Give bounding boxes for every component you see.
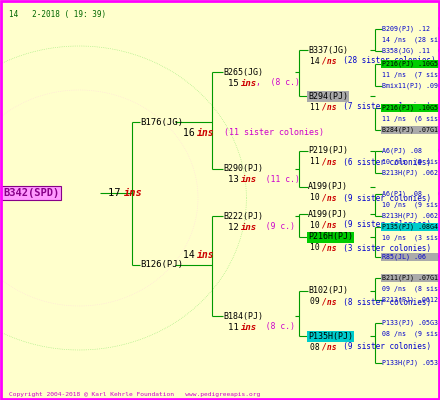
Text: (9 sister colonies): (9 sister colonies) bbox=[334, 342, 431, 352]
Text: ,  (8 c.): , (8 c.) bbox=[256, 78, 300, 88]
Text: 11 /ns  (6 sister colonies): 11 /ns (6 sister colonies) bbox=[382, 116, 440, 122]
Text: B102(PJ): B102(PJ) bbox=[308, 286, 348, 296]
Text: 14   2-2018 ( 19: 39): 14 2-2018 ( 19: 39) bbox=[9, 10, 106, 19]
Text: ins: ins bbox=[241, 176, 257, 184]
Text: R85(JL) .06   G3 -PrimRed01: R85(JL) .06 G3 -PrimRed01 bbox=[382, 254, 440, 260]
Text: (8 sister colonies): (8 sister colonies) bbox=[334, 298, 431, 306]
Text: 08 /ns  (9 sister colonies): 08 /ns (9 sister colonies) bbox=[382, 331, 440, 337]
Text: A6(PJ) .08    G6 -Cankiri97Q: A6(PJ) .08 G6 -Cankiri97Q bbox=[382, 148, 440, 154]
Text: 10 /ns  (9 sister colonies): 10 /ns (9 sister colonies) bbox=[382, 202, 440, 208]
Text: 11: 11 bbox=[228, 322, 244, 332]
Text: B213(PJ) .0612 -SinopEgg86R: B213(PJ) .0612 -SinopEgg86R bbox=[382, 297, 440, 303]
Text: 08: 08 bbox=[310, 342, 325, 352]
Text: (9 sister colonies): (9 sister colonies) bbox=[334, 194, 431, 202]
Text: 09: 09 bbox=[310, 298, 325, 306]
Text: P135(PJ) .08G4 -PrimGreen00: P135(PJ) .08G4 -PrimGreen00 bbox=[382, 224, 440, 230]
Text: B209(PJ) .12  G8 -Cankiri97Q: B209(PJ) .12 G8 -Cankiri97Q bbox=[382, 26, 440, 32]
Text: /ns: /ns bbox=[322, 158, 337, 166]
Text: 10 /ns  (3 sister colonies): 10 /ns (3 sister colonies) bbox=[382, 235, 440, 241]
Text: B211(PJ) .07G15 -AthosS80R: B211(PJ) .07G15 -AthosS80R bbox=[382, 275, 440, 281]
Text: (11 sister colonies): (11 sister colonies) bbox=[214, 128, 324, 138]
Text: B284(PJ) .07G14 -AthosS80R: B284(PJ) .07G14 -AthosS80R bbox=[382, 127, 440, 133]
Text: P216H(PJ): P216H(PJ) bbox=[308, 232, 353, 242]
Text: ins: ins bbox=[241, 322, 257, 332]
Text: A199(PJ): A199(PJ) bbox=[308, 182, 348, 192]
Text: 09 /ns  (8 sister colonies): 09 /ns (8 sister colonies) bbox=[382, 286, 440, 292]
Text: 10: 10 bbox=[310, 220, 325, 230]
Text: P133(PJ) .05G3 -PrimGreen00: P133(PJ) .05G3 -PrimGreen00 bbox=[382, 320, 440, 326]
Text: B290(PJ): B290(PJ) bbox=[223, 164, 263, 174]
Text: 11 /ns  (7 sister colonies): 11 /ns (7 sister colonies) bbox=[382, 72, 440, 78]
Text: (9 sister colonies): (9 sister colonies) bbox=[334, 220, 431, 230]
Text: (9 c.): (9 c.) bbox=[256, 222, 295, 232]
Text: B222(PJ): B222(PJ) bbox=[223, 212, 263, 220]
Text: 12: 12 bbox=[228, 222, 244, 232]
Text: Bmix11(PJ) .090 -B252 B147 B: Bmix11(PJ) .090 -B252 B147 B bbox=[382, 83, 440, 89]
Text: A6(PJ) .08    G6 -Cankiri97Q: A6(PJ) .08 G6 -Cankiri97Q bbox=[382, 191, 440, 197]
Text: (6 sister colonies): (6 sister colonies) bbox=[334, 158, 431, 166]
Text: B213H(PJ) .062 -SinopEgg86R: B213H(PJ) .062 -SinopEgg86R bbox=[382, 213, 440, 219]
Text: /ns: /ns bbox=[322, 102, 337, 112]
Text: B184(PJ): B184(PJ) bbox=[223, 312, 263, 320]
Text: ins: ins bbox=[124, 188, 143, 198]
Text: (28 sister colonies): (28 sister colonies) bbox=[334, 56, 436, 66]
Text: B342(SPD): B342(SPD) bbox=[3, 188, 59, 198]
Text: /ns: /ns bbox=[322, 194, 337, 202]
Text: 10 /ns  (9 sister colonies): 10 /ns (9 sister colonies) bbox=[382, 159, 440, 165]
Text: 14: 14 bbox=[183, 250, 201, 260]
Text: /ns: /ns bbox=[322, 220, 337, 230]
Text: 10: 10 bbox=[310, 194, 325, 202]
Text: ins: ins bbox=[241, 222, 257, 232]
Text: Copyright 2004-2018 @ Karl Kehrle Foundation   www.pedigreeapis.org: Copyright 2004-2018 @ Karl Kehrle Founda… bbox=[9, 392, 260, 397]
Text: P135H(PJ): P135H(PJ) bbox=[308, 332, 353, 340]
Text: A199(PJ): A199(PJ) bbox=[308, 210, 348, 218]
Text: B358(JG) .11  G11 -NO6294R: B358(JG) .11 G11 -NO6294R bbox=[382, 48, 440, 54]
Text: /ns: /ns bbox=[322, 244, 337, 252]
Text: 14: 14 bbox=[310, 56, 325, 66]
Text: B265(JG): B265(JG) bbox=[223, 68, 263, 76]
Text: (7 sister colonies): (7 sister colonies) bbox=[334, 102, 431, 112]
Text: B213H(PJ) .062 -SinopEgg86R: B213H(PJ) .062 -SinopEgg86R bbox=[382, 170, 440, 176]
Text: 14 /ns  (28 sister colonies): 14 /ns (28 sister colonies) bbox=[382, 37, 440, 43]
Text: ins: ins bbox=[197, 250, 215, 260]
Text: ins: ins bbox=[241, 78, 257, 88]
Text: (3 sister colonies): (3 sister colonies) bbox=[334, 244, 431, 252]
Text: /ns: /ns bbox=[322, 56, 337, 66]
Text: ins: ins bbox=[197, 128, 215, 138]
Text: 13: 13 bbox=[228, 176, 244, 184]
Text: B337(JG): B337(JG) bbox=[308, 46, 348, 54]
Text: P133H(PJ) .053 -PrimGreen00: P133H(PJ) .053 -PrimGreen00 bbox=[382, 360, 440, 366]
Text: 11: 11 bbox=[310, 158, 325, 166]
Text: P216(PJ) .10G5 -PrimGreen00: P216(PJ) .10G5 -PrimGreen00 bbox=[382, 61, 440, 67]
Text: 11: 11 bbox=[310, 102, 325, 112]
Text: 10: 10 bbox=[310, 244, 325, 252]
Text: P216(PJ) .10G5 -PrimGreen00: P216(PJ) .10G5 -PrimGreen00 bbox=[382, 105, 440, 111]
Text: (11 c.): (11 c.) bbox=[256, 176, 300, 184]
Text: 15: 15 bbox=[228, 78, 244, 88]
Text: B126(PJ): B126(PJ) bbox=[140, 260, 183, 270]
Text: 17: 17 bbox=[108, 188, 127, 198]
Text: /ns: /ns bbox=[322, 298, 337, 306]
Text: 16: 16 bbox=[183, 128, 201, 138]
Text: P219(PJ): P219(PJ) bbox=[308, 146, 348, 156]
Text: B176(JG): B176(JG) bbox=[140, 118, 183, 126]
Text: (8 c.): (8 c.) bbox=[256, 322, 295, 332]
Text: /ns: /ns bbox=[322, 342, 337, 352]
Text: B294(PJ): B294(PJ) bbox=[308, 92, 348, 100]
